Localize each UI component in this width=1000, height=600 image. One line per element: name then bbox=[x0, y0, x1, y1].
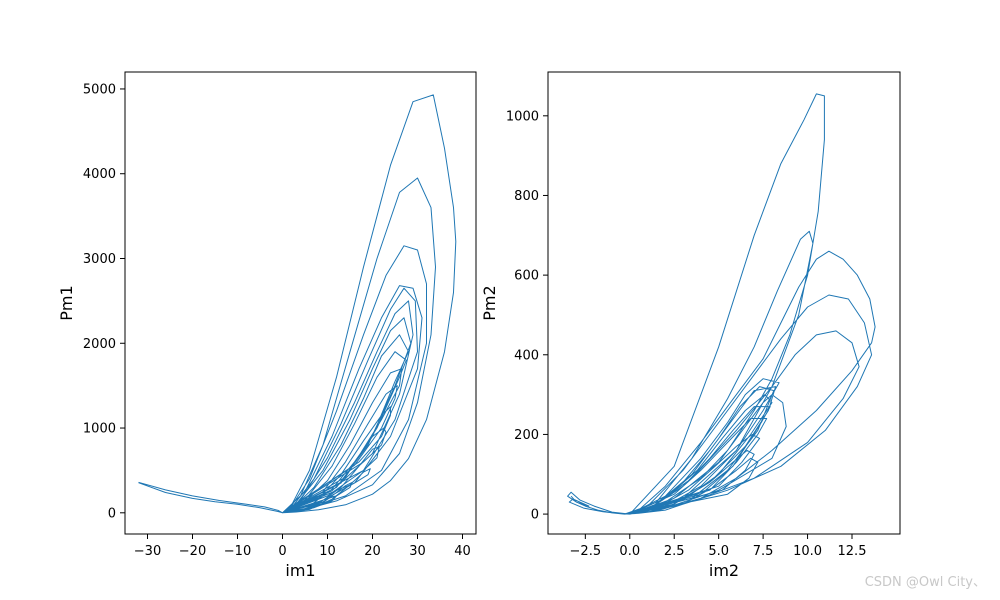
left-x-tick-label: −30 bbox=[134, 544, 161, 559]
right-series-line bbox=[567, 93, 876, 515]
left-subplot: −30 −20 −10 0 10 20 30 40 0 1000 2000 3000 4000 5000… bbox=[57, 71, 477, 580]
right-x-tick-label: −2.5 bbox=[570, 544, 602, 559]
right-y-tick-label: 200 bbox=[514, 428, 539, 443]
left-x-tick-label: −20 bbox=[179, 544, 206, 559]
right-x-axis-label: im2 bbox=[709, 561, 739, 580]
left-x-tick-label: −10 bbox=[224, 544, 251, 559]
right-x-ticks: −2.5 0.0 2.5 5.0 7.5 10.0 12.5 bbox=[570, 534, 867, 559]
left-y-tick-label: 3000 bbox=[83, 252, 116, 267]
right-plot-lines bbox=[567, 93, 876, 515]
right-x-tick-label: 0.0 bbox=[619, 544, 640, 559]
right-subplot: −2.5 0.0 2.5 5.0 7.5 10.0 12.5 0 200 400 600 800 10… bbox=[480, 71, 901, 580]
right-x-tick-label: 7.5 bbox=[753, 544, 774, 559]
left-x-tick-label: 30 bbox=[409, 544, 426, 559]
right-y-axis-label: Pm2 bbox=[480, 285, 499, 320]
right-y-ticks: 0 200 400 600 800 1000 bbox=[506, 109, 548, 523]
left-y-tick-label: 5000 bbox=[83, 82, 116, 97]
left-y-tick-label: 2000 bbox=[83, 337, 116, 352]
left-series-line bbox=[138, 94, 457, 514]
left-y-tick-label: 0 bbox=[108, 506, 116, 521]
left-y-tick-label: 1000 bbox=[83, 422, 116, 437]
watermark: CSDN @Owl City、 bbox=[864, 575, 986, 590]
right-x-tick-label: 12.5 bbox=[838, 544, 867, 559]
left-x-tick-label: 20 bbox=[364, 544, 381, 559]
right-x-tick-label: 10.0 bbox=[793, 544, 822, 559]
left-x-tick-label: 0 bbox=[278, 544, 286, 559]
right-x-tick-label: 2.5 bbox=[664, 544, 685, 559]
right-y-tick-label: 0 bbox=[531, 508, 539, 523]
left-x-axis-label: im1 bbox=[285, 561, 315, 580]
right-y-tick-label: 600 bbox=[514, 269, 539, 284]
left-y-tick-label: 4000 bbox=[83, 167, 116, 182]
left-x-tick-label: 40 bbox=[454, 544, 471, 559]
left-y-ticks: 0 1000 2000 3000 4000 5000 bbox=[83, 82, 125, 521]
left-x-ticks: −30 −20 −10 0 10 20 30 40 bbox=[134, 534, 471, 559]
right-x-tick-label: 5.0 bbox=[708, 544, 729, 559]
left-x-tick-label: 10 bbox=[319, 544, 336, 559]
left-axes-frame bbox=[124, 71, 477, 535]
right-y-tick-label: 1000 bbox=[506, 109, 539, 124]
left-plot-lines bbox=[138, 94, 457, 514]
right-y-tick-label: 800 bbox=[514, 189, 539, 204]
left-y-axis-label: Pm1 bbox=[57, 285, 76, 320]
right-y-tick-label: 400 bbox=[514, 348, 539, 363]
right-axes-frame bbox=[547, 71, 901, 535]
